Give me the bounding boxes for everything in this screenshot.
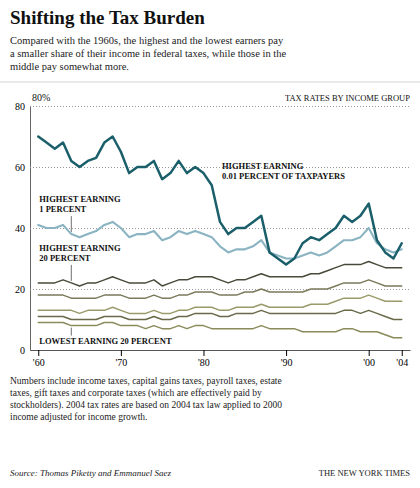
x-tick-label: '80: [198, 357, 210, 368]
y-tick: 40: [15, 223, 410, 234]
series-line: [38, 310, 401, 319]
subtitle: Compared with the 1960s, the highest and…: [10, 35, 286, 72]
leader-line: [71, 328, 72, 336]
y-tick-label: 60: [15, 162, 25, 173]
x-tick: '00: [363, 350, 375, 368]
x-tick: '90: [281, 350, 293, 368]
x-axis: '60 '70 '80 '90 '00 '04: [31, 350, 411, 368]
x-tick: '04: [396, 350, 408, 368]
tick-mark: [286, 350, 287, 356]
grid-line: [30, 289, 410, 290]
series-label: HIGHEST EARNING0.01 PERCENT OF TAXPAYERS: [222, 161, 345, 181]
series-label: LOWEST EARNING 20 PERCENT: [39, 336, 172, 346]
x-tick-label: '04: [396, 357, 408, 368]
y-tick-label: 0: [20, 345, 25, 356]
x-axis-line: [31, 350, 411, 351]
leader-line: [71, 216, 72, 232]
series-label: HIGHEST EARNING20 PERCENT: [39, 243, 121, 263]
footnote: Numbers include income taxes, capital ga…: [10, 376, 282, 422]
chart-svg: Shifting the Tax Burden Compared with the…: [0, 0, 420, 488]
grid-line: [30, 167, 410, 168]
leader-line: [71, 265, 72, 281]
y-tick-label: 80: [15, 101, 25, 112]
chart-container: Shifting the Tax Burden Compared with the…: [0, 0, 420, 488]
x-tick: '70: [115, 350, 127, 368]
series-line: [38, 222, 401, 259]
tick-mark: [402, 350, 403, 356]
y-axis-title: TAX RATES BY INCOME GROUP: [285, 93, 410, 103]
tick-mark: [369, 350, 370, 356]
series-line: [38, 137, 401, 265]
title: Shifting the Tax Burden: [10, 7, 205, 28]
series-label: HIGHEST EARNING1 PERCENT: [39, 194, 121, 214]
series-line: [38, 262, 401, 286]
grid-line: [30, 106, 410, 107]
source: Source: Thomas Piketty and Emmanuel Saez: [10, 468, 171, 478]
x-tick: '80: [198, 350, 210, 368]
y-axis: 0 20 40 60 80: [15, 101, 410, 356]
x-tick-label: '60: [33, 357, 45, 368]
grid-line: [30, 350, 410, 351]
lines: [38, 137, 401, 338]
y-tick-label: 40: [15, 223, 25, 234]
x-tick-label: '00: [363, 357, 375, 368]
y-tick: 0: [20, 345, 410, 356]
annotation: 80%: [32, 92, 50, 103]
tick-mark: [203, 350, 204, 356]
series-labels: HIGHEST EARNING0.01 PERCENT OF TAXPAYERS…: [39, 161, 345, 346]
grid-line: [30, 228, 410, 229]
tick-mark: [121, 350, 122, 356]
plot: 0 20 40 60 80 '60 '70 '80 '90 '00 '04 HIGHEST EARNI…: [15, 92, 411, 368]
y-tick-label: 20: [15, 284, 25, 295]
x-tick-label: '70: [115, 357, 127, 368]
tick-mark: [38, 350, 39, 356]
x-tick-label: '90: [281, 357, 293, 368]
credit: THE NEW YORK TIMES: [319, 468, 410, 478]
x-tick: '60: [33, 350, 45, 368]
separator: [0, 82, 420, 83]
